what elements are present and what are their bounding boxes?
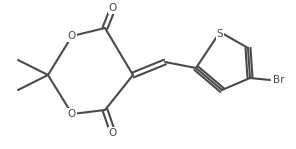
Text: O: O (109, 128, 117, 138)
Text: Br: Br (273, 75, 284, 85)
Text: O: O (68, 109, 76, 119)
Text: O: O (68, 31, 76, 41)
Text: O: O (109, 3, 117, 13)
Text: S: S (217, 29, 223, 39)
